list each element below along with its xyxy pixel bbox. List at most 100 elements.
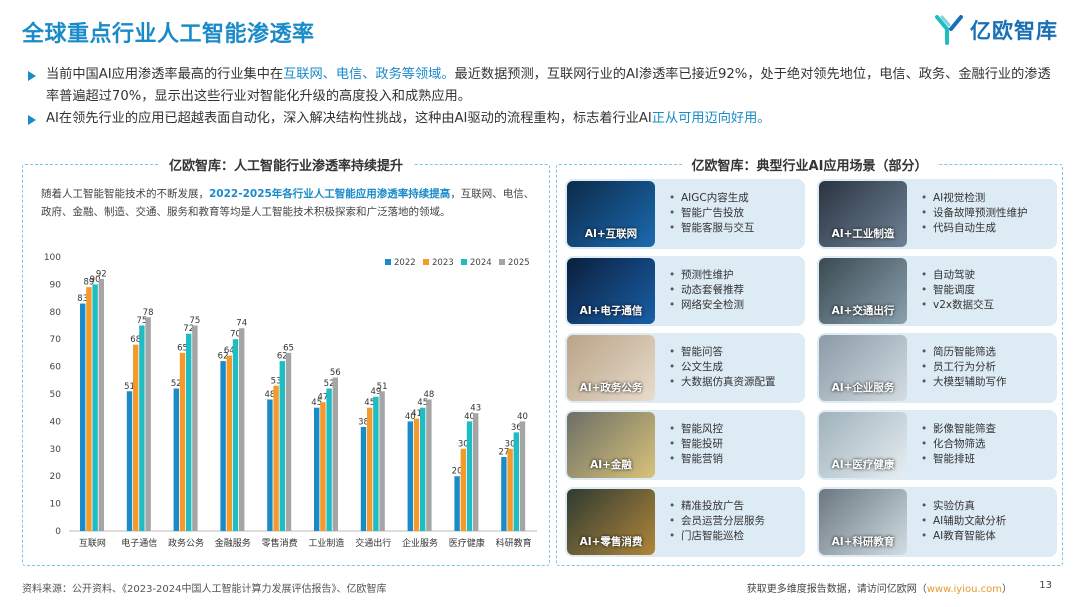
- legend-swatch: [423, 259, 429, 265]
- bar-2024: [420, 407, 426, 531]
- scenario-item: 大数据仿真资源配置: [669, 375, 776, 390]
- scenario-list: 精准投放广告会员运营分层服务门店智能巡检: [669, 499, 765, 544]
- scenario-item: AI辅助文献分析: [921, 514, 1006, 529]
- bar-2025: [98, 278, 104, 531]
- data-label: 51: [124, 382, 135, 392]
- scenario-item: 智能调度: [921, 283, 994, 298]
- bar-2022: [501, 457, 507, 531]
- data-label: 89: [83, 278, 94, 288]
- bar-2025: [192, 325, 198, 531]
- scenario-list: AI视觉检测设备故障预测性维护代码自动生成: [921, 191, 1028, 236]
- bar-2023: [273, 385, 279, 531]
- data-label: 92: [96, 269, 107, 279]
- website-link[interactable]: www.iyiou.com: [926, 584, 1002, 595]
- data-label: 52: [171, 379, 182, 389]
- bar-2024: [92, 284, 98, 531]
- data-label: 47: [317, 393, 328, 403]
- data-label: 64: [224, 346, 235, 356]
- data-label: 41: [411, 409, 422, 419]
- scenario-list: 预测性维护动态套餐推荐网络安全检测: [669, 268, 744, 313]
- data-label: 27: [498, 448, 509, 458]
- footer-more-suffix: ）: [1002, 584, 1012, 595]
- scenarios-panel: 亿欧智库：典型行业AI应用场景（部分） AI+互联网 AIGC内容生成智能广告投放…: [556, 159, 1063, 566]
- data-label: 75: [136, 316, 147, 326]
- data-label: 48: [423, 390, 434, 400]
- logo-text: 亿欧智库: [970, 19, 1058, 43]
- scenario-item: 设备故障预测性维护: [921, 206, 1028, 221]
- bar-2022: [360, 426, 367, 531]
- data-label: 43: [470, 404, 481, 414]
- y-tick-label: 40: [50, 417, 62, 427]
- y-tick-label: 20: [50, 472, 62, 482]
- scenario-item: AI视觉检测: [921, 191, 1028, 206]
- scenario-item: 公文生成: [669, 360, 776, 375]
- data-label: 40: [464, 412, 475, 422]
- bullet-text: 当前中国AI应用渗透率最高的行业集中在: [46, 67, 284, 82]
- scenario-card: AI+科研教育 实验仿真AI辅助文献分析AI教育智能体: [817, 487, 1057, 557]
- scenario-list: 实验仿真AI辅助文献分析AI教育智能体: [921, 499, 1006, 544]
- scenario-list: AIGC内容生成智能广告投放智能客服与交互: [669, 191, 755, 236]
- intro-text: 随着人工智能智能技术的不断发展，: [41, 188, 209, 200]
- bar-2023: [226, 355, 232, 531]
- scenario-item: 大模型辅助写作: [921, 375, 1007, 390]
- bar-2024: [279, 361, 285, 531]
- legend-label: 2025: [508, 258, 530, 268]
- bar-2025: [379, 391, 385, 531]
- bar-2024: [326, 388, 332, 531]
- chart-panel: 亿欧智库：人工智能行业渗透率持续提升 随着人工智能智能技术的不断发展，2022-…: [22, 159, 550, 566]
- scenario-card: AI+工业制造 AI视觉检测设备故障预测性维护代码自动生成: [817, 179, 1057, 249]
- scenario-label: AI+政务公务: [579, 382, 643, 394]
- data-label: 48: [264, 390, 275, 400]
- scenario-card: AI+交通出行 自动驾驶智能调度v2x数据交互: [817, 256, 1057, 326]
- scenario-label: AI+科研教育: [831, 536, 895, 548]
- bullet-item: 当前中国AI应用渗透率最高的行业集中在互联网、电信、政务等领域。最近数据预测，互…: [28, 64, 1058, 108]
- bar-2022: [126, 391, 133, 531]
- bar-2025: [332, 377, 338, 531]
- data-label: 20: [452, 467, 463, 477]
- legend-label: 2023: [432, 258, 454, 268]
- scenario-item: 智能排班: [921, 452, 996, 467]
- scenario-list: 智能问答公文生成大数据仿真资源配置: [669, 345, 776, 390]
- bar-2022: [407, 421, 413, 531]
- scenario-item: 会员运营分层服务: [669, 514, 765, 529]
- scenario-item: 实验仿真: [921, 499, 1006, 514]
- scenario-item: AIGC内容生成: [669, 191, 755, 206]
- bar-2024: [232, 339, 239, 531]
- scenario-item: 自动驾驶: [921, 268, 994, 283]
- scenario-label: AI+互联网: [584, 228, 638, 240]
- legend-swatch: [461, 259, 467, 265]
- scenario-card: AI+电子通信 预测性维护动态套餐推荐网络安全检测: [565, 256, 805, 326]
- scenario-label: AI+企业服务: [831, 382, 895, 394]
- bar-2023: [413, 418, 420, 531]
- scenario-item: 智能广告投放: [669, 206, 755, 221]
- chart-intro: 随着人工智能智能技术的不断发展，2022-2025年各行业人工智能应用渗透率持续…: [41, 185, 541, 221]
- bar-2022: [80, 303, 86, 531]
- legend-label: 2024: [470, 258, 492, 268]
- bullet-highlight: 正从可用迈向好用。: [651, 111, 771, 126]
- x-tick-label: 工业制造: [308, 537, 344, 549]
- footer-more-text: 获取更多维度报告数据，请访问亿欧网（: [746, 584, 927, 595]
- scenario-item: 动态套餐推荐: [669, 283, 744, 298]
- legend-label: 2022: [394, 258, 416, 268]
- bar-2024: [466, 421, 473, 531]
- y-tick-label: 60: [50, 363, 62, 373]
- data-label: 38: [358, 417, 369, 427]
- scenario-label: AI+零售消费: [579, 536, 643, 548]
- x-tick-label: 互联网: [79, 538, 106, 549]
- bar-2022: [267, 399, 273, 531]
- bar-2024: [186, 333, 192, 531]
- scenario-item: 影像智能筛查: [921, 422, 996, 437]
- scenario-label: AI+电子通信: [579, 305, 643, 317]
- data-label: 65: [283, 343, 294, 353]
- scenario-item: 门店智能巡检: [669, 529, 765, 544]
- intro-highlight: 2022-2025年各行业人工智能应用渗透率持续提高: [209, 188, 451, 200]
- scenario-item: 网络安全检测: [669, 298, 744, 313]
- bar-2025: [239, 328, 245, 531]
- scenario-item: 精准投放广告: [669, 499, 765, 514]
- x-tick-label: 交通出行: [355, 537, 391, 549]
- x-tick-label: 企业服务: [402, 537, 438, 549]
- summary-bullets: 当前中国AI应用渗透率最高的行业集中在互联网、电信、政务等领域。最近数据预测，互…: [28, 64, 1058, 130]
- bullet-highlight: 互联网、电信、政务等领域。: [283, 67, 455, 82]
- bar-2025: [426, 399, 432, 531]
- scenario-card: AI+互联网 AIGC内容生成智能广告投放智能客服与交互: [565, 179, 805, 249]
